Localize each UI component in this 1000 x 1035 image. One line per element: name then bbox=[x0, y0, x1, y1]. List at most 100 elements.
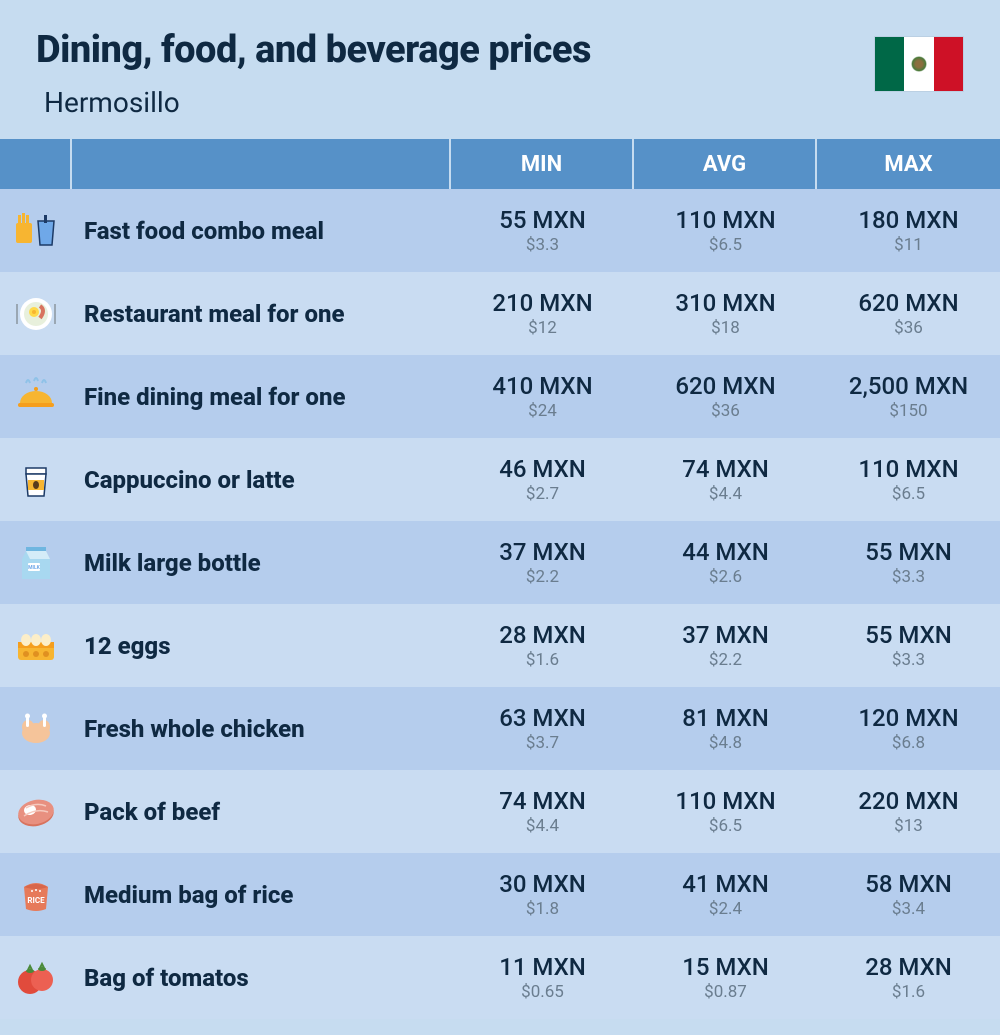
avg-mxn: 44 MXN bbox=[682, 537, 769, 567]
max-mxn: 120 MXN bbox=[858, 703, 958, 733]
table-header: MIN AVG MAX bbox=[0, 139, 1000, 189]
avg-mxn: 74 MXN bbox=[682, 454, 769, 484]
max-usd: $3.3 bbox=[892, 650, 925, 671]
max-mxn: 180 MXN bbox=[858, 205, 958, 235]
table-row: Pack of beef 74 MXN $4.4 110 MXN $6.5 22… bbox=[0, 770, 1000, 853]
table-row: Cappuccino or latte 46 MXN $2.7 74 MXN $… bbox=[0, 438, 1000, 521]
item-name: Restaurant meal for one bbox=[72, 272, 451, 355]
page-title: Dining, food, and beverage prices bbox=[36, 28, 874, 72]
table-row: Fine dining meal for one 410 MXN $24 620… bbox=[0, 355, 1000, 438]
col-min: MIN bbox=[451, 139, 634, 189]
min-mxn: 11 MXN bbox=[499, 952, 586, 982]
cell-max: 110 MXN $6.5 bbox=[817, 438, 1000, 521]
cell-min: 410 MXN $24 bbox=[451, 355, 634, 438]
cell-min: 37 MXN $2.2 bbox=[451, 521, 634, 604]
avg-usd: $4.4 bbox=[709, 484, 742, 505]
cell-min: 30 MXN $1.8 bbox=[451, 853, 634, 936]
min-usd: $1.8 bbox=[526, 899, 559, 920]
max-usd: $36 bbox=[894, 318, 923, 339]
avg-usd: $6.5 bbox=[709, 235, 742, 256]
cell-max: 55 MXN $3.3 bbox=[817, 521, 1000, 604]
cell-avg: 41 MXN $2.4 bbox=[634, 853, 817, 936]
item-name: Cappuccino or latte bbox=[72, 438, 451, 521]
item-name: Bag of tomatos bbox=[72, 936, 451, 1019]
avg-mxn: 310 MXN bbox=[675, 288, 775, 318]
price-table: MIN AVG MAX Fast food combo meal 55 MXN … bbox=[0, 139, 1000, 1019]
max-usd: $6.8 bbox=[892, 733, 925, 754]
cell-avg: 310 MXN $18 bbox=[634, 272, 817, 355]
cell-max: 58 MXN $3.4 bbox=[817, 853, 1000, 936]
cell-max: 28 MXN $1.6 bbox=[817, 936, 1000, 1019]
max-mxn: 58 MXN bbox=[865, 869, 952, 899]
cell-min: 63 MXN $3.7 bbox=[451, 687, 634, 770]
min-mxn: 28 MXN bbox=[499, 620, 586, 650]
item-name: Milk large bottle bbox=[72, 521, 451, 604]
max-mxn: 28 MXN bbox=[865, 952, 952, 982]
chicken-icon bbox=[0, 687, 72, 770]
max-usd: $6.5 bbox=[892, 484, 925, 505]
cell-max: 120 MXN $6.8 bbox=[817, 687, 1000, 770]
mexico-flag-icon bbox=[874, 36, 964, 92]
avg-usd: $2.4 bbox=[709, 899, 742, 920]
avg-usd: $36 bbox=[711, 401, 740, 422]
item-name: Pack of beef bbox=[72, 770, 451, 853]
cell-min: 28 MXN $1.6 bbox=[451, 604, 634, 687]
item-name: Fresh whole chicken bbox=[72, 687, 451, 770]
table-row: Fresh whole chicken 63 MXN $3.7 81 MXN $… bbox=[0, 687, 1000, 770]
min-usd: $3.7 bbox=[526, 733, 559, 754]
cell-avg: 44 MXN $2.6 bbox=[634, 521, 817, 604]
min-mxn: 410 MXN bbox=[492, 371, 592, 401]
page-subtitle: Hermosillo bbox=[44, 86, 874, 119]
fastfood-icon bbox=[0, 189, 72, 272]
cell-avg: 15 MXN $0.87 bbox=[634, 936, 817, 1019]
cell-max: 620 MXN $36 bbox=[817, 272, 1000, 355]
cell-avg: 110 MXN $6.5 bbox=[634, 189, 817, 272]
cell-avg: 37 MXN $2.2 bbox=[634, 604, 817, 687]
max-usd: $1.6 bbox=[892, 982, 925, 1003]
cell-min: 55 MXN $3.3 bbox=[451, 189, 634, 272]
min-mxn: 55 MXN bbox=[499, 205, 586, 235]
table-row: Fast food combo meal 55 MXN $3.3 110 MXN… bbox=[0, 189, 1000, 272]
cell-max: 180 MXN $11 bbox=[817, 189, 1000, 272]
min-usd: $4.4 bbox=[526, 816, 559, 837]
max-mxn: 620 MXN bbox=[858, 288, 958, 318]
min-usd: $12 bbox=[528, 318, 557, 339]
tomato-icon bbox=[0, 936, 72, 1019]
cell-avg: 81 MXN $4.8 bbox=[634, 687, 817, 770]
avg-mxn: 15 MXN bbox=[682, 952, 769, 982]
avg-mxn: 37 MXN bbox=[682, 620, 769, 650]
avg-usd: $18 bbox=[711, 318, 740, 339]
avg-mxn: 620 MXN bbox=[675, 371, 775, 401]
item-name: Fine dining meal for one bbox=[72, 355, 451, 438]
avg-mxn: 81 MXN bbox=[682, 703, 769, 733]
cell-min: 46 MXN $2.7 bbox=[451, 438, 634, 521]
table-row: RICE Medium bag of rice 30 MXN $1.8 41 M… bbox=[0, 853, 1000, 936]
min-usd: $2.7 bbox=[526, 484, 559, 505]
max-mxn: 2,500 MXN bbox=[849, 371, 968, 401]
min-mxn: 30 MXN bbox=[499, 869, 586, 899]
coffee-icon bbox=[0, 438, 72, 521]
max-mxn: 55 MXN bbox=[865, 537, 952, 567]
plate-icon bbox=[0, 272, 72, 355]
cell-max: 55 MXN $3.3 bbox=[817, 604, 1000, 687]
avg-mxn: 110 MXN bbox=[675, 786, 775, 816]
cell-max: 2,500 MXN $150 bbox=[817, 355, 1000, 438]
eggs-icon bbox=[0, 604, 72, 687]
max-usd: $150 bbox=[889, 401, 927, 422]
min-mxn: 210 MXN bbox=[492, 288, 592, 318]
max-mxn: 55 MXN bbox=[865, 620, 952, 650]
min-mxn: 63 MXN bbox=[499, 703, 586, 733]
table-row: MILK Milk large bottle 37 MXN $2.2 44 MX… bbox=[0, 521, 1000, 604]
item-name: 12 eggs bbox=[72, 604, 451, 687]
col-avg: AVG bbox=[634, 139, 817, 189]
min-usd: $0.65 bbox=[521, 982, 564, 1003]
avg-usd: $0.87 bbox=[704, 982, 747, 1003]
table-row: Bag of tomatos 11 MXN $0.65 15 MXN $0.87… bbox=[0, 936, 1000, 1019]
min-usd: $1.6 bbox=[526, 650, 559, 671]
avg-usd: $6.5 bbox=[709, 816, 742, 837]
rice-icon: RICE bbox=[0, 853, 72, 936]
cell-avg: 110 MXN $6.5 bbox=[634, 770, 817, 853]
col-max: MAX bbox=[817, 139, 1000, 189]
min-mxn: 46 MXN bbox=[499, 454, 586, 484]
table-row: Restaurant meal for one 210 MXN $12 310 … bbox=[0, 272, 1000, 355]
